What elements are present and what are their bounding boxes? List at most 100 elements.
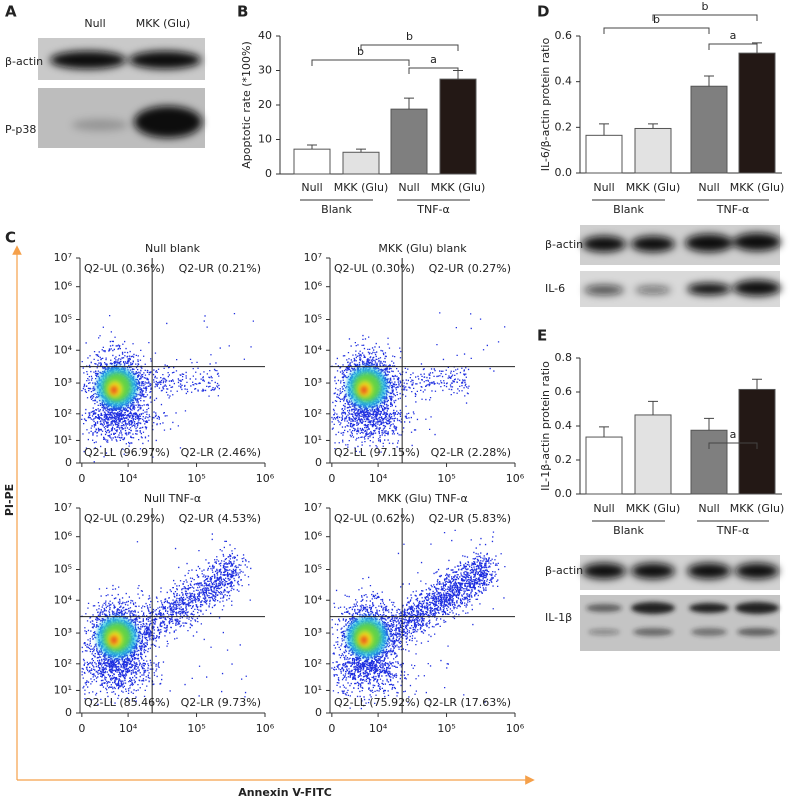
- blot-row-label: P-p38: [5, 123, 36, 136]
- group-label: TNF-α: [716, 524, 750, 537]
- y-tick-label: 0: [315, 456, 322, 469]
- blot-row-label: β-actin: [545, 238, 583, 251]
- blot-row-label: β-actin: [5, 55, 43, 68]
- x-tick-label: MKK (Glu): [730, 181, 785, 194]
- lane-label: MKK (Glu): [136, 17, 191, 30]
- event-dots: [81, 533, 252, 705]
- x-tick-label: Null: [398, 181, 419, 194]
- bar: [634, 414, 672, 495]
- y-tick-label: 10⁴: [54, 593, 73, 606]
- quadrant-label: Q2-LR (17.63%): [424, 696, 511, 709]
- plot-title: Null TNF-α: [144, 492, 201, 505]
- quadrant-label: Q2-LR (2.46%): [181, 446, 261, 459]
- y-tick-label: 20: [258, 98, 272, 111]
- bar: [390, 108, 428, 175]
- error-bar: [648, 400, 658, 415]
- x-tick-label: 10⁴: [119, 722, 138, 735]
- event-dots: [81, 313, 254, 463]
- x-tick-label: Null: [698, 502, 719, 515]
- y-tick-label: 10³: [304, 626, 322, 639]
- quadrant-label: Q2-UL (0.36%): [84, 262, 165, 275]
- y-tick-label: 10⁶: [54, 530, 73, 543]
- y-tick-label: 10: [258, 133, 272, 146]
- quadrant-label: Q2-LR (9.73%): [181, 696, 261, 709]
- y-tick-label: 0.8: [555, 351, 573, 364]
- y-tick-label: 0.4: [555, 75, 573, 88]
- blot-bands: [586, 602, 779, 636]
- panel-label: B: [237, 3, 248, 21]
- significance-bracket: [652, 14, 758, 21]
- blot-row-label: IL-1β: [545, 611, 572, 624]
- group-label: TNF-α: [716, 203, 750, 216]
- density-core: [360, 636, 368, 645]
- blot-bands: [50, 51, 781, 579]
- y-tick-label: 10³: [54, 626, 72, 639]
- significance-bracket: [603, 27, 710, 34]
- quadrant-label: Q2-UR (0.27%): [429, 262, 511, 275]
- error-bar: [356, 148, 366, 153]
- x-tick-label: 10⁶: [506, 722, 525, 735]
- significance-bracket: [708, 442, 758, 449]
- error-bar: [704, 75, 714, 87]
- x-tick-label: MKK (Glu): [730, 502, 785, 515]
- y-tick-label: 0: [65, 456, 72, 469]
- x-tick-label: Null: [593, 502, 614, 515]
- y-tick-label: 10⁷: [304, 501, 322, 514]
- y-tick-label: 10²: [304, 407, 322, 420]
- quadrant-label: Q2-UR (0.21%): [179, 262, 261, 275]
- x-tick-label: MKK (Glu): [334, 181, 389, 194]
- bar: [585, 134, 623, 174]
- bar: [738, 388, 776, 495]
- y-tick-label: 0.6: [555, 29, 573, 42]
- x-tick-label: 0: [328, 472, 335, 485]
- y-tick-label: 10⁵: [54, 313, 72, 326]
- density-core: [110, 636, 118, 645]
- density-core: [360, 386, 368, 395]
- axis-title: PI-PE: [3, 484, 16, 516]
- x-tick-label: MKK (Glu): [626, 181, 681, 194]
- group-label: Blank: [613, 524, 644, 537]
- x-tick-label: 10⁴: [119, 472, 138, 485]
- y-tick-label: 30: [258, 64, 272, 77]
- y-tick-label: 10⁷: [54, 251, 72, 264]
- quadrant-label: Q2-UR (4.53%): [179, 512, 261, 525]
- axis-title: Annexin V-FITC: [238, 786, 332, 799]
- flow-plot: MKK (Glu) TNF-α 10⁷ 10⁶ 10⁵ 10⁴ 10³ 10² 10¹ 00 10…: [304, 492, 525, 735]
- y-tick-label: 10⁵: [54, 563, 72, 576]
- error-bar: [599, 426, 609, 438]
- y-tick-label: 0: [265, 167, 272, 180]
- y-tick-label: 10³: [304, 376, 322, 389]
- x-tick-label: 10⁵: [437, 722, 455, 735]
- y-tick-label: 10¹: [304, 683, 322, 696]
- x-tick-label: 10⁶: [256, 472, 275, 485]
- significance-bracket: [408, 67, 459, 74]
- x-tick-label: 0: [78, 722, 85, 735]
- significance-bracket: [360, 44, 459, 51]
- x-tick-label: 10⁵: [187, 722, 205, 735]
- density-core: [110, 386, 118, 395]
- error-bar: [599, 123, 609, 136]
- significance-bracket: [708, 43, 758, 50]
- lane-label: Null: [84, 17, 105, 30]
- blot-row-label: IL-6: [545, 282, 565, 295]
- x-tick-label: 0: [328, 722, 335, 735]
- bar: [634, 127, 672, 174]
- flow-plot: Null blank 10⁷ 10⁶ 10⁵ 10⁴ 10³ 10² 10¹ 00 10⁴ 10⁵ 1…: [54, 242, 275, 485]
- bar: [690, 429, 728, 495]
- y-tick-label: 10⁷: [54, 501, 72, 514]
- y-tick-label: 0.0: [555, 166, 573, 179]
- error-bar: [404, 97, 414, 110]
- plot-title: Null blank: [145, 242, 201, 255]
- group-label: Blank: [613, 203, 644, 216]
- group-label: Blank: [321, 203, 352, 216]
- x-tick-label: 10⁴: [369, 722, 388, 735]
- group-label: TNF-α: [416, 203, 450, 216]
- x-tick-label: 0: [78, 472, 85, 485]
- y-tick-label: 0.4: [555, 419, 573, 432]
- error-bar: [752, 378, 762, 390]
- quadrant-label: Q2-LL (96.97%): [84, 446, 170, 459]
- y-tick-label: 10¹: [54, 433, 72, 446]
- x-tick-label: 10⁶: [256, 722, 275, 735]
- bar-chart: Apoptotic rate (*100%) 0 10 20 30 40 Null MKK (…: [240, 29, 485, 216]
